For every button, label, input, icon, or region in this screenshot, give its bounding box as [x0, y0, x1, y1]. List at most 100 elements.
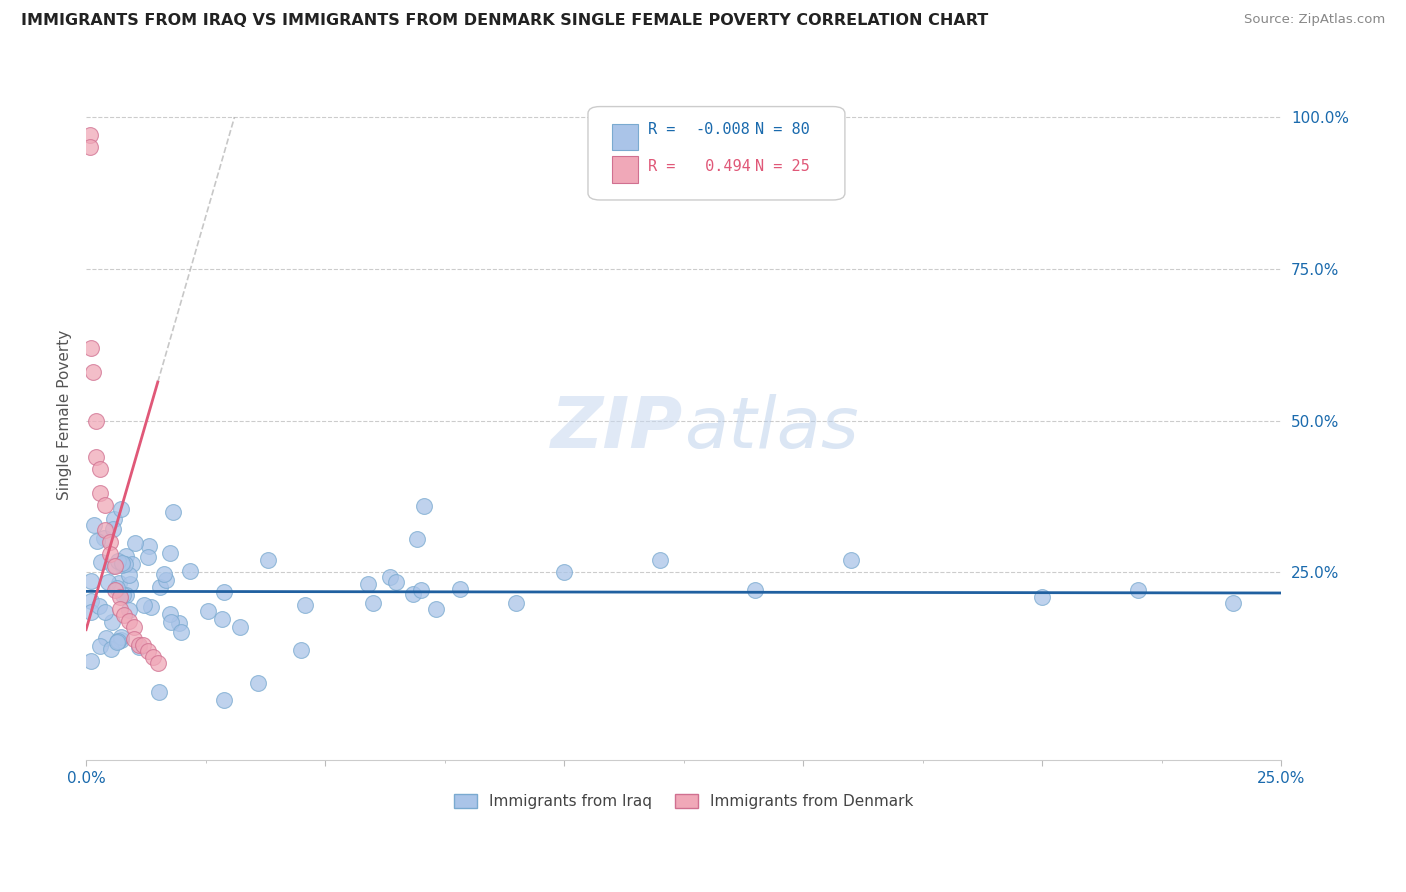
Text: atlas: atlas — [683, 393, 858, 463]
Point — [83, 518, 105, 533]
Point — [82, 365, 104, 379]
Point — [111, 556, 134, 570]
Point — [212, 692, 235, 706]
Point — [90, 555, 112, 569]
Point — [80, 574, 103, 589]
Point — [122, 632, 145, 646]
Point — [128, 640, 150, 654]
Point — [115, 549, 138, 564]
Point — [86, 534, 108, 549]
Point — [94, 499, 117, 513]
Point — [100, 642, 122, 657]
Point — [142, 650, 165, 665]
Point — [80, 594, 103, 608]
Point — [80, 341, 103, 355]
Point — [128, 638, 150, 652]
Point — [110, 502, 132, 516]
Point — [112, 589, 135, 603]
Point — [505, 596, 527, 610]
Point — [107, 554, 129, 568]
Point — [104, 559, 127, 574]
Point — [114, 557, 136, 571]
Point — [94, 632, 117, 646]
Point — [104, 583, 127, 598]
Text: N = 80: N = 80 — [755, 122, 810, 136]
Point — [425, 602, 447, 616]
Point — [84, 450, 107, 464]
Point — [132, 638, 155, 652]
Point — [84, 413, 107, 427]
Point — [149, 581, 172, 595]
Point — [384, 574, 406, 589]
Point — [228, 620, 250, 634]
Point — [111, 558, 134, 572]
Point — [162, 505, 184, 519]
Point — [89, 462, 111, 476]
Point — [1031, 590, 1053, 604]
Point — [105, 635, 128, 649]
Point — [138, 539, 160, 553]
Point — [94, 523, 117, 537]
Point — [197, 604, 219, 618]
Point — [124, 536, 146, 550]
Point — [80, 654, 103, 668]
Point — [169, 615, 191, 630]
Point — [212, 585, 235, 599]
Point — [136, 549, 159, 564]
Text: R =: R = — [648, 160, 685, 174]
Point — [132, 599, 155, 613]
Point — [406, 532, 429, 546]
Point — [380, 570, 402, 584]
Point — [101, 523, 124, 537]
Point — [413, 499, 436, 513]
Bar — [612, 124, 638, 150]
Legend: Immigrants from Iraq, Immigrants from Denmark: Immigrants from Iraq, Immigrants from De… — [447, 788, 920, 815]
Text: N = 25: N = 25 — [755, 160, 810, 174]
Point — [152, 567, 174, 582]
Point — [148, 685, 170, 699]
Point — [141, 600, 163, 615]
Text: ZIP: ZIP — [551, 393, 683, 463]
Point — [108, 601, 131, 615]
Point — [105, 581, 128, 595]
Point — [294, 598, 316, 612]
Text: Source: ZipAtlas.com: Source: ZipAtlas.com — [1244, 13, 1385, 27]
Text: -0.008: -0.008 — [696, 122, 751, 136]
Text: IMMIGRANTS FROM IRAQ VS IMMIGRANTS FROM DENMARK SINGLE FEMALE POVERTY CORRELATIO: IMMIGRANTS FROM IRAQ VS IMMIGRANTS FROM … — [21, 13, 988, 29]
Point — [101, 615, 124, 629]
Point — [80, 605, 103, 619]
Point — [146, 657, 169, 671]
Point — [159, 607, 181, 621]
Point — [103, 512, 125, 526]
Point — [79, 140, 101, 154]
Point — [107, 633, 129, 648]
Point — [101, 559, 124, 574]
Point — [120, 577, 142, 591]
Point — [121, 557, 143, 571]
Point — [553, 566, 575, 580]
Point — [159, 615, 181, 629]
Point — [839, 553, 862, 567]
Point — [744, 583, 766, 598]
Point — [93, 605, 115, 619]
Point — [1126, 583, 1149, 598]
Point — [112, 607, 135, 622]
Point — [211, 612, 233, 626]
FancyBboxPatch shape — [588, 106, 845, 200]
Point — [357, 577, 380, 591]
Point — [114, 588, 136, 602]
Point — [179, 564, 201, 578]
Point — [402, 587, 425, 601]
Point — [117, 603, 139, 617]
Text: 0.494: 0.494 — [696, 160, 751, 174]
Point — [136, 644, 159, 658]
Point — [89, 639, 111, 653]
Point — [155, 573, 177, 587]
Point — [257, 552, 280, 566]
Point — [449, 582, 471, 597]
Point — [89, 599, 111, 614]
Point — [290, 643, 312, 657]
Point — [108, 576, 131, 591]
Point — [108, 590, 131, 604]
Point — [409, 583, 432, 598]
